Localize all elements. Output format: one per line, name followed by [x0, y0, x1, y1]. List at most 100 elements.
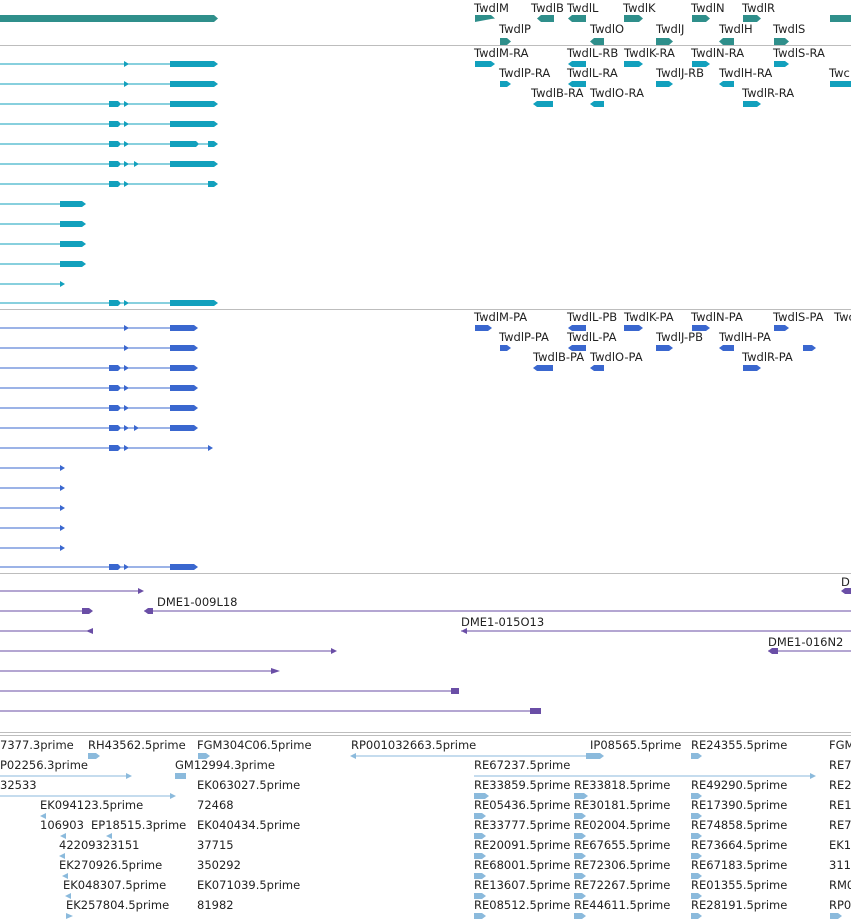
est-feature[interactable]	[198, 753, 210, 759]
protein-feature[interactable]	[0, 385, 198, 391]
protein-feature[interactable]	[0, 345, 198, 351]
est-feature[interactable]	[474, 873, 486, 879]
protein-feature[interactable]	[0, 545, 65, 551]
est-feature[interactable]	[691, 913, 702, 919]
gene-feature[interactable]	[0, 15, 218, 22]
protein-feature[interactable]	[803, 345, 816, 351]
est-feature[interactable]	[65, 893, 71, 899]
est-feature[interactable]	[40, 813, 46, 819]
bac-clone[interactable]	[0, 708, 541, 714]
est-feature[interactable]	[691, 793, 702, 799]
transcript-feature[interactable]	[0, 181, 218, 187]
protein-feature[interactable]	[0, 505, 65, 511]
est-feature[interactable]	[574, 833, 586, 839]
est-feature[interactable]	[474, 853, 486, 859]
transcript-feature[interactable]	[533, 101, 553, 107]
est-feature[interactable]	[574, 793, 588, 799]
transcript-feature[interactable]	[0, 201, 86, 207]
transcript-feature[interactable]	[830, 81, 851, 87]
est-feature[interactable]	[691, 753, 702, 759]
est-feature[interactable]	[175, 773, 186, 779]
protein-feature[interactable]	[568, 325, 586, 331]
transcript-feature[interactable]	[774, 61, 789, 67]
transcript-feature[interactable]	[0, 101, 218, 107]
protein-feature[interactable]	[0, 365, 198, 371]
transcript-feature[interactable]	[0, 221, 86, 227]
gene-feature[interactable]	[719, 38, 734, 45]
gene-feature[interactable]	[537, 15, 554, 22]
transcript-feature[interactable]	[0, 261, 86, 267]
bac-clone[interactable]	[768, 648, 851, 654]
transcript-feature[interactable]	[743, 101, 761, 107]
transcript-feature[interactable]	[0, 281, 65, 287]
bac-clone[interactable]	[0, 628, 93, 634]
transcript-feature[interactable]	[0, 121, 218, 127]
protein-feature[interactable]	[0, 564, 198, 570]
est-feature[interactable]	[474, 833, 486, 839]
est-feature[interactable]	[66, 913, 73, 919]
gene-feature[interactable]	[475, 15, 495, 22]
protein-feature[interactable]	[0, 465, 65, 471]
est-feature[interactable]	[350, 753, 604, 759]
est-feature[interactable]	[574, 893, 586, 899]
transcript-feature[interactable]	[568, 81, 586, 87]
est-feature[interactable]	[574, 913, 586, 919]
est-feature[interactable]	[106, 833, 112, 839]
gene-feature[interactable]	[568, 15, 586, 22]
est-feature[interactable]	[574, 873, 586, 879]
protein-feature[interactable]	[774, 325, 789, 331]
transcript-feature[interactable]	[0, 61, 218, 67]
transcript-feature[interactable]	[0, 161, 218, 167]
transcript-feature[interactable]	[0, 300, 218, 306]
transcript-feature[interactable]	[656, 81, 673, 87]
est-feature[interactable]	[474, 793, 489, 799]
est-feature[interactable]	[474, 813, 486, 819]
protein-feature[interactable]	[500, 345, 511, 351]
est-feature[interactable]	[691, 833, 702, 839]
est-feature[interactable]	[574, 813, 586, 819]
gene-feature[interactable]	[500, 38, 511, 45]
est-feature[interactable]	[474, 773, 816, 779]
transcript-feature[interactable]	[0, 141, 218, 147]
protein-feature[interactable]	[719, 345, 734, 351]
est-feature[interactable]	[574, 853, 586, 859]
protein-feature[interactable]	[0, 485, 65, 491]
est-feature[interactable]	[60, 833, 66, 839]
est-feature[interactable]	[0, 773, 132, 779]
protein-feature[interactable]	[590, 365, 604, 371]
est-feature[interactable]	[691, 813, 702, 819]
transcript-feature[interactable]	[500, 81, 511, 87]
bac-clone[interactable]	[841, 588, 851, 594]
est-feature[interactable]	[474, 893, 486, 899]
transcript-feature[interactable]	[0, 241, 86, 247]
est-feature[interactable]	[0, 793, 176, 799]
gene-feature[interactable]	[656, 38, 673, 45]
bac-clone[interactable]	[0, 688, 459, 694]
transcript-feature[interactable]	[568, 61, 586, 67]
protein-feature[interactable]	[475, 325, 492, 331]
protein-feature[interactable]	[624, 325, 643, 331]
est-feature[interactable]	[59, 853, 65, 859]
transcript-feature[interactable]	[719, 81, 734, 87]
est-feature[interactable]	[691, 893, 702, 899]
gene-feature[interactable]	[624, 15, 643, 22]
protein-feature[interactable]	[656, 345, 673, 351]
est-feature[interactable]	[691, 873, 702, 879]
est-feature[interactable]	[62, 873, 68, 879]
bac-clone[interactable]	[0, 668, 280, 674]
protein-feature[interactable]	[568, 345, 586, 351]
transcript-feature[interactable]	[590, 101, 604, 107]
protein-feature[interactable]	[0, 525, 65, 531]
est-feature[interactable]	[474, 913, 486, 919]
protein-feature[interactable]	[743, 365, 761, 371]
gene-feature[interactable]	[774, 38, 789, 45]
bac-clone[interactable]	[144, 608, 851, 614]
protein-feature[interactable]	[0, 325, 198, 331]
gene-feature[interactable]	[590, 38, 604, 45]
protein-feature[interactable]	[0, 445, 213, 451]
transcript-feature[interactable]	[0, 81, 218, 87]
bac-clone[interactable]	[0, 608, 93, 614]
bac-clone[interactable]	[0, 588, 144, 594]
est-feature[interactable]	[691, 853, 702, 859]
protein-feature[interactable]	[0, 425, 198, 431]
